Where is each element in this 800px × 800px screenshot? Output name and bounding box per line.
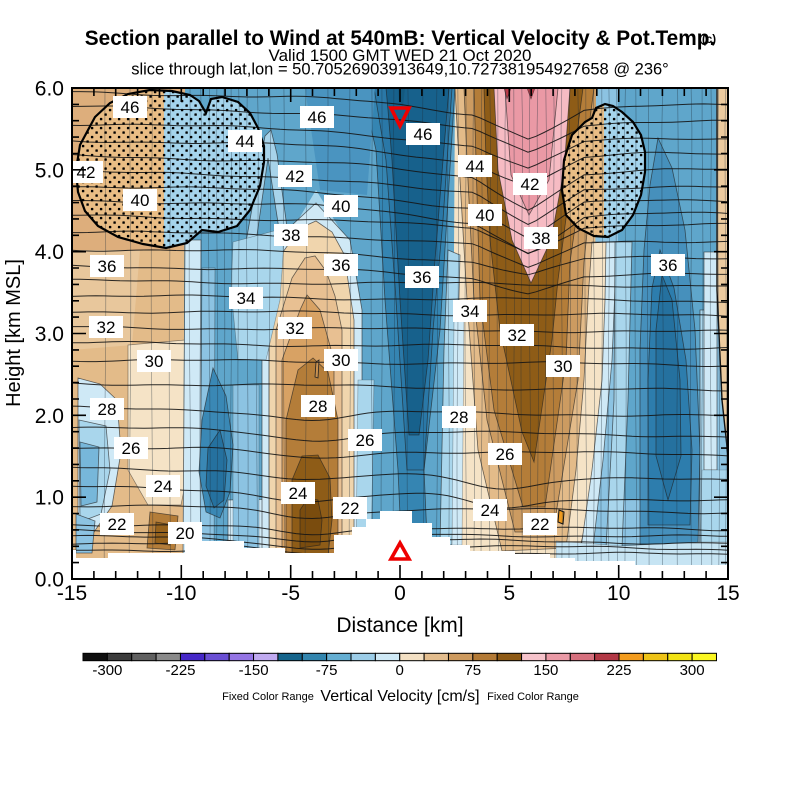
svg-text:28: 28 — [309, 397, 328, 416]
svg-text:6.0: 6.0 — [35, 78, 64, 101]
svg-text:28: 28 — [98, 400, 117, 419]
svg-text:46: 46 — [414, 125, 433, 144]
svg-text:40: 40 — [476, 206, 495, 225]
svg-text:42: 42 — [521, 175, 540, 194]
svg-text:0: 0 — [394, 582, 406, 605]
svg-text:Fixed Color Range: Fixed Color Range — [222, 691, 314, 703]
svg-text:42: 42 — [286, 167, 305, 186]
svg-text:-5: -5 — [281, 582, 300, 605]
svg-text:Valid 1500 GMT WED 21 Oct 2020: Valid 1500 GMT WED 21 Oct 2020 — [269, 46, 532, 65]
svg-text:10: 10 — [607, 582, 630, 605]
svg-text:32: 32 — [97, 318, 116, 337]
svg-text:26: 26 — [496, 445, 515, 464]
svg-text:46: 46 — [308, 108, 327, 127]
svg-text:-10: -10 — [166, 582, 196, 605]
svg-text:-75: -75 — [316, 662, 338, 679]
svg-text:0: 0 — [396, 662, 404, 679]
svg-text:150: 150 — [533, 662, 558, 679]
svg-text:Section parallel to Wind at 54: Section parallel to Wind at 540mB: Verti… — [85, 27, 715, 50]
svg-text:15: 15 — [716, 582, 739, 605]
svg-text:5.0: 5.0 — [35, 159, 64, 182]
svg-text:2.0: 2.0 — [35, 405, 64, 428]
svg-text:36: 36 — [659, 256, 678, 275]
svg-text:22: 22 — [341, 499, 360, 518]
svg-text:-150: -150 — [239, 662, 269, 679]
svg-text:-300: -300 — [92, 662, 122, 679]
svg-text:30: 30 — [554, 357, 573, 376]
svg-text:slice through lat,lon = 50.705: slice through lat,lon = 50.7052690391364… — [131, 61, 669, 79]
svg-text:44: 44 — [466, 157, 485, 176]
svg-text:(c): (c) — [702, 34, 716, 46]
svg-text:300: 300 — [680, 662, 705, 679]
svg-text:1.0: 1.0 — [35, 487, 64, 510]
svg-text:-225: -225 — [165, 662, 195, 679]
svg-text:40: 40 — [131, 191, 150, 210]
svg-text:26: 26 — [122, 439, 141, 458]
svg-text:28: 28 — [450, 408, 469, 427]
svg-text:225: 225 — [606, 662, 631, 679]
svg-text:30: 30 — [145, 352, 164, 371]
svg-text:3.0: 3.0 — [35, 323, 64, 346]
svg-text:46: 46 — [121, 98, 140, 117]
svg-text:0.0: 0.0 — [35, 569, 64, 592]
svg-text:24: 24 — [481, 501, 500, 520]
svg-text:36: 36 — [413, 268, 432, 287]
svg-text:Distance [km]: Distance [km] — [336, 614, 463, 637]
svg-text:26: 26 — [356, 431, 375, 450]
svg-text:75: 75 — [464, 662, 481, 679]
svg-text:-15: -15 — [57, 582, 87, 605]
svg-text:36: 36 — [98, 257, 117, 276]
svg-text:22: 22 — [108, 515, 127, 534]
svg-text:36: 36 — [332, 256, 351, 275]
svg-text:Vertical Velocity [cm/s]: Vertical Velocity [cm/s] — [320, 688, 479, 705]
svg-text:30: 30 — [332, 351, 351, 370]
svg-text:20: 20 — [176, 524, 195, 543]
svg-text:34: 34 — [461, 302, 480, 321]
svg-text:22: 22 — [531, 515, 550, 534]
svg-text:Height [km MSL]: Height [km MSL] — [3, 259, 25, 407]
svg-text:32: 32 — [286, 319, 305, 338]
svg-text:4.0: 4.0 — [35, 241, 64, 264]
svg-text:5: 5 — [503, 582, 515, 605]
svg-text:Fixed Color Range: Fixed Color Range — [487, 691, 579, 703]
svg-text:38: 38 — [532, 229, 551, 248]
svg-text:24: 24 — [289, 484, 308, 503]
svg-text:42: 42 — [77, 163, 96, 182]
svg-text:44: 44 — [236, 132, 255, 151]
svg-text:40: 40 — [332, 197, 351, 216]
svg-text:34: 34 — [237, 289, 256, 308]
svg-text:24: 24 — [154, 477, 173, 496]
svg-text:38: 38 — [282, 226, 301, 245]
svg-text:32: 32 — [508, 326, 527, 345]
